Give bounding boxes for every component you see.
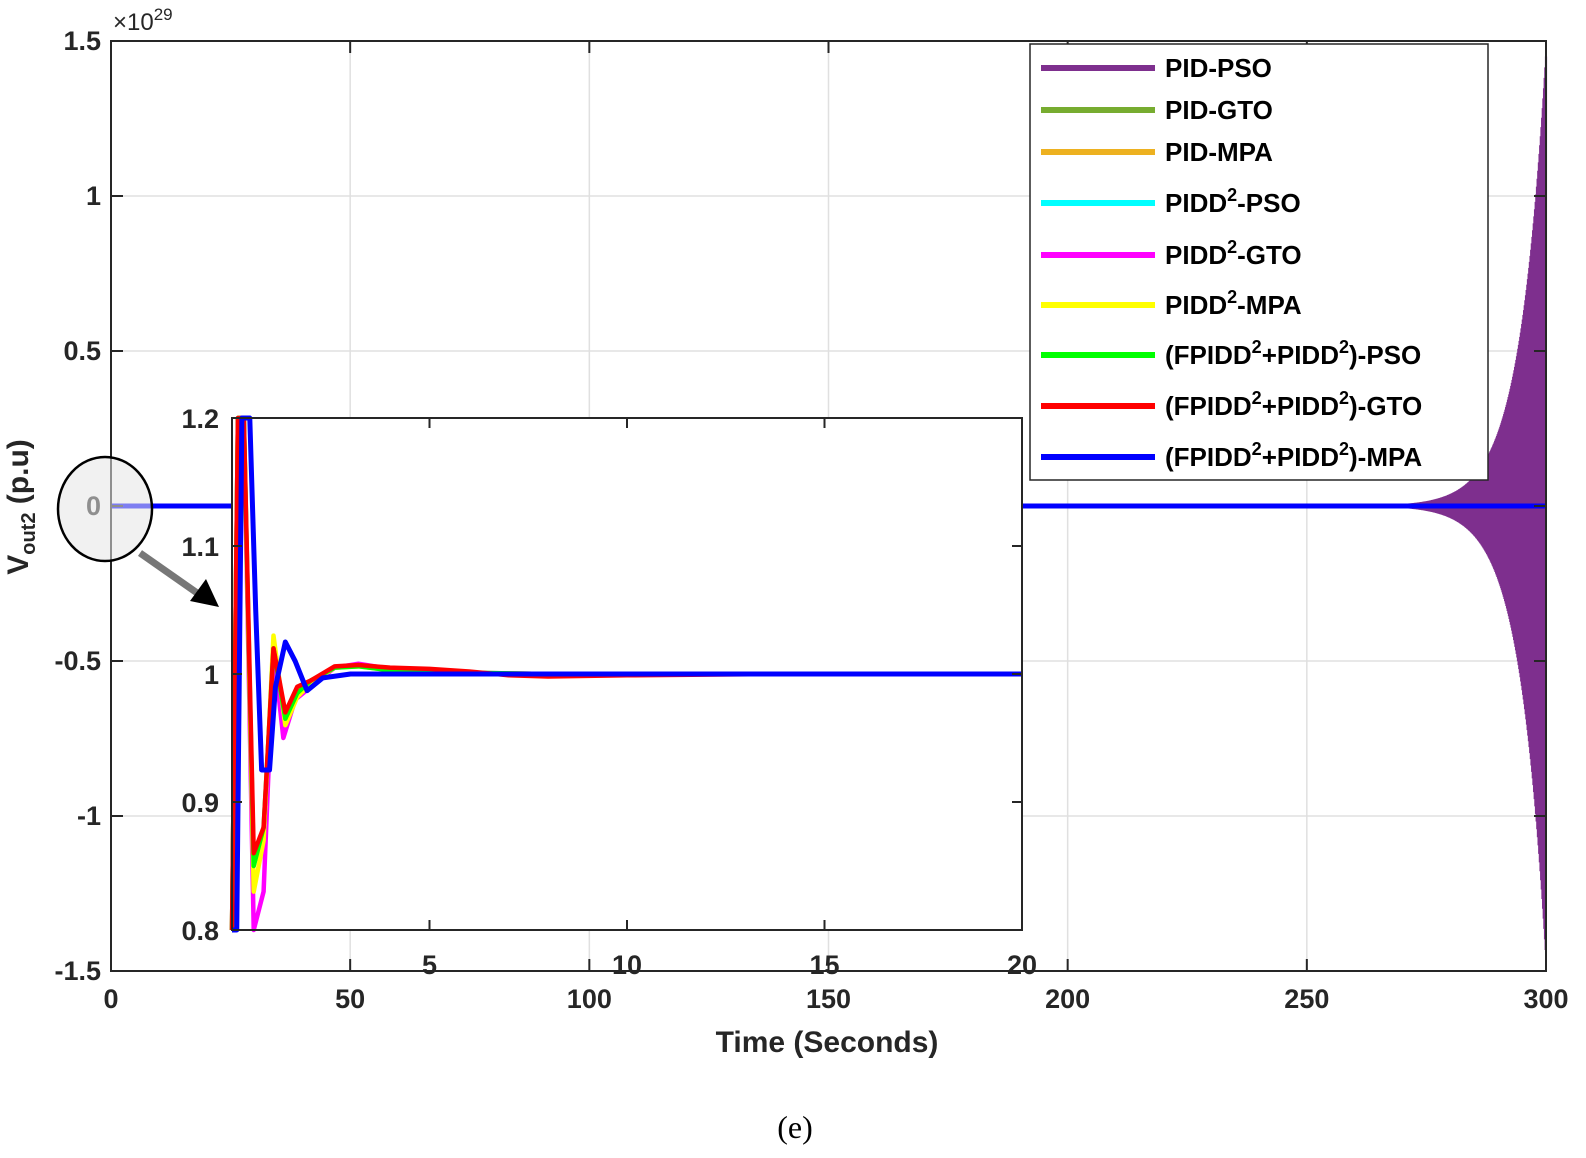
y-exponent-label: ×1029 [113, 5, 173, 36]
inset-y-tick-label: 1.1 [181, 532, 219, 562]
inset-chart: 5 10 15 20 0.8 0.9 1 1.1 1.2 [181, 404, 1037, 980]
x-tick-label: 300 [1523, 984, 1568, 1014]
inset-y-tick-label: 1 [204, 660, 219, 690]
x-tick-label: 50 [335, 984, 365, 1014]
legend-label-PID-MPA: PID-MPA [1165, 137, 1273, 167]
x-tick-label: 250 [1284, 984, 1329, 1014]
inset-x-tick-label: 20 [1007, 950, 1037, 980]
y-tick-label: -0.5 [54, 646, 101, 676]
y-tick-label: 0.5 [63, 336, 101, 366]
legend-label-PID-PSO: PID-PSO [1165, 53, 1272, 83]
y-tick-label: -1 [77, 801, 101, 831]
inset-x-tick-label: 5 [422, 950, 437, 980]
legend-label-PID-GTO: PID-GTO [1165, 95, 1273, 125]
y-tick-label: 1 [86, 181, 101, 211]
x-tick-label: 0 [103, 984, 118, 1014]
legend-label-PIDD2-GTO: PIDD2-GTO [1165, 237, 1302, 270]
legend-label-FPIDD2+PIDD2-PSO: (FPIDD2+PIDD2)-PSO [1165, 337, 1421, 370]
inset-y-tick-label: 0.8 [181, 916, 219, 946]
legend-label-FPIDD2+PIDD2-GTO: (FPIDD2+PIDD2)-GTO [1165, 388, 1422, 421]
x-axis-label: Time (Seconds) [716, 1026, 939, 1059]
legend-label-PIDD2-PSO: PIDD2-PSO [1165, 185, 1301, 218]
y-tick-label: -1.5 [54, 956, 101, 986]
x-tick-label: 150 [806, 984, 851, 1014]
inset-y-tick-label: 1.2 [181, 404, 219, 434]
zoom-arrow-head [190, 579, 219, 607]
y-axis-label: Vout2 (p.u) [2, 439, 40, 575]
zoom-indicator [56, 455, 219, 607]
inset-x-tick-label: 15 [809, 950, 839, 980]
zoom-arrow-line [137, 550, 203, 598]
y-tick-label: 1.5 [63, 26, 101, 56]
legend-label-PIDD2-MPA: PIDD2-MPA [1165, 287, 1302, 320]
x-tick-label: 200 [1045, 984, 1090, 1014]
legend-label-FPIDD2+PIDD2-MPA: (FPIDD2+PIDD2)-MPA [1165, 439, 1422, 472]
inset-y-tick-label: 0.9 [181, 788, 219, 818]
zoom-circle [56, 455, 154, 563]
x-tick-label: 100 [567, 984, 612, 1014]
legend: PID-PSO PID-GTO PID-MPA PIDD2-PSO PIDD2-GTO P… [1029, 43, 1489, 481]
inset-series-FPIDD2+PIDD2-GTO [229, 415, 1022, 931]
inset-x-tick-label: 10 [612, 950, 642, 980]
figure-caption: (e) [777, 1109, 813, 1145]
inset-ticks: 5 10 15 20 0.8 0.9 1 1.1 1.2 [181, 404, 1037, 980]
